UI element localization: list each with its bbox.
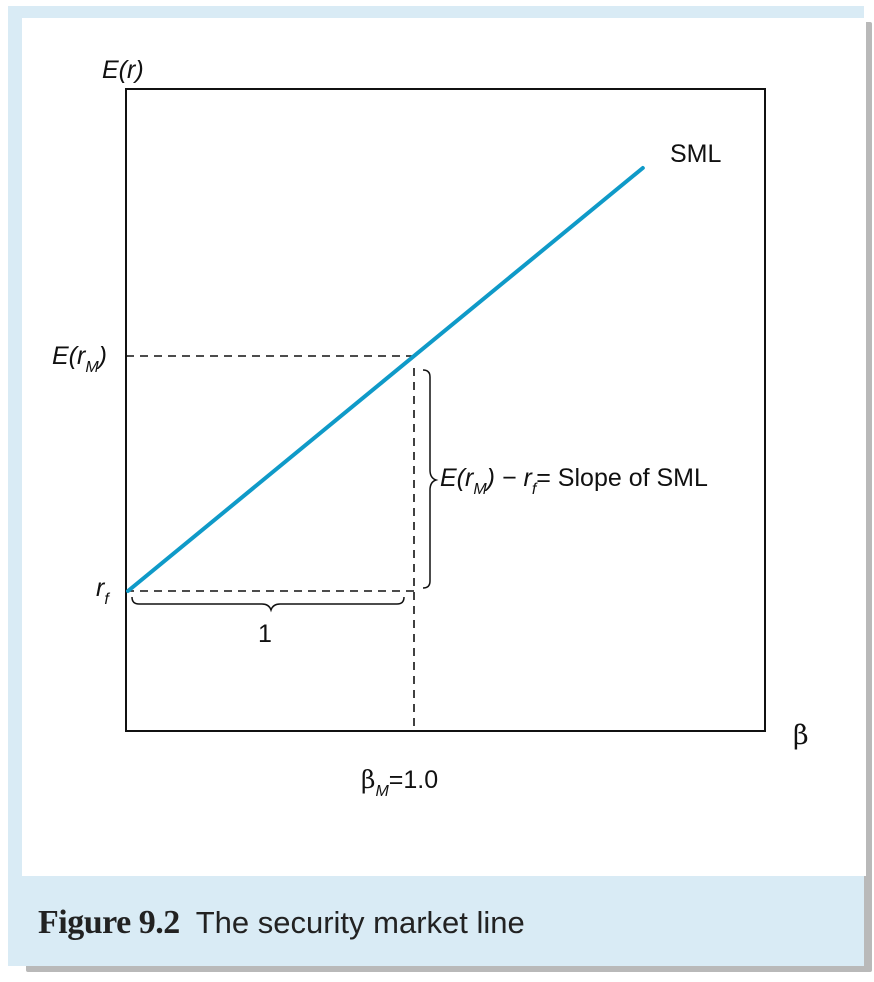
run-label: 1 [258, 620, 272, 648]
erm-tick-label: E(rM) [52, 342, 107, 376]
sml-chart: E(r) β SML E(rM) rf 1 βM=1.0 E(rM) − rf=… [52, 56, 809, 800]
figure-caption: Figure 9.2 The security market line [38, 893, 525, 953]
sml-line [126, 166, 645, 593]
y-axis-label: E(r) [102, 56, 144, 84]
x-axis-label: β [793, 720, 809, 751]
figure-frame [8, 6, 866, 966]
rise-brace [422, 369, 439, 589]
figure-title: The security market line [195, 905, 525, 940]
slope-annotation: E(rM) − rf= Slope of SML [440, 464, 708, 498]
chart-panel [22, 18, 866, 876]
plot-area [125, 88, 766, 732]
sml-series-label: SML [670, 140, 722, 168]
beta-m-tick-label: βM=1.0 [361, 765, 438, 800]
figure-number: Figure 9.2 [38, 904, 180, 941]
rf-tick-label: rf [96, 574, 110, 608]
run-brace [131, 596, 405, 613]
